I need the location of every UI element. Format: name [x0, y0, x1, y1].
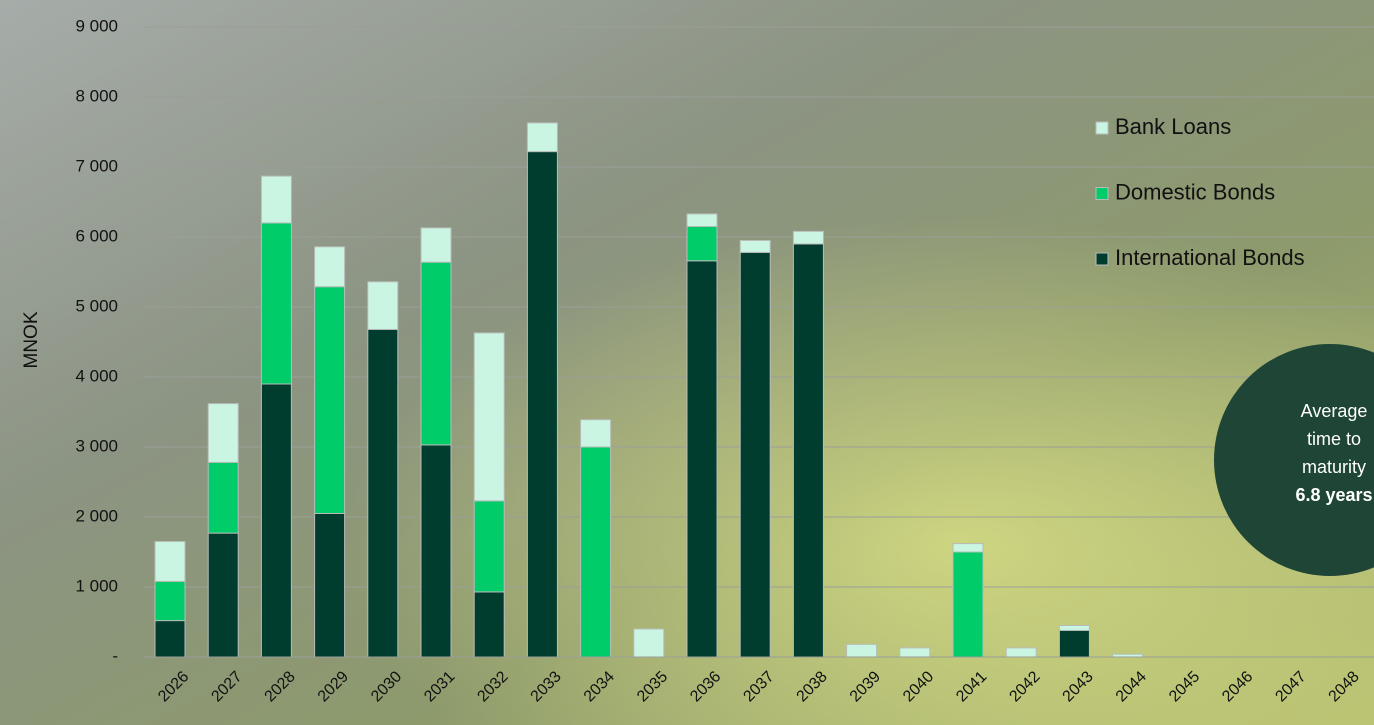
- y-tick-label: 1 000: [75, 576, 118, 595]
- bar-segment: [1058, 629, 1090, 658]
- bar-segment: [154, 541, 186, 582]
- legend-label: Bank Loans: [1115, 114, 1231, 139]
- y-tick-label: -: [112, 646, 118, 665]
- bar-segment: [1058, 625, 1090, 631]
- legend-swatch: [1095, 187, 1109, 200]
- bar-segment: [420, 261, 452, 446]
- y-tick-label: 7 000: [75, 156, 118, 175]
- annotation-line: Average: [1301, 401, 1368, 421]
- bar-segment: [792, 230, 824, 245]
- annotation-line: maturity: [1302, 457, 1366, 477]
- legend-label: Domestic Bonds: [1115, 179, 1275, 204]
- y-tick-label: 5 000: [75, 296, 118, 315]
- bar-segment: [473, 332, 505, 502]
- bar-segment: [952, 543, 984, 553]
- bar-segment: [580, 419, 612, 448]
- bar-segment: [154, 620, 186, 658]
- bar-segment: [952, 551, 984, 658]
- bar-segment: [739, 251, 771, 658]
- bar-segment: [526, 151, 558, 658]
- y-axis-label: MNOK: [21, 311, 42, 368]
- bar-segment: [580, 446, 612, 658]
- bar-segment: [207, 461, 239, 534]
- bar-segment: [739, 240, 771, 253]
- bar-segment: [1005, 647, 1037, 658]
- bar-segment: [207, 403, 239, 463]
- bar-segment: [420, 444, 452, 658]
- bar-segment: [314, 286, 346, 515]
- bar-segment: [526, 122, 558, 153]
- bar-segment: [846, 643, 878, 658]
- bar-segment: [420, 227, 452, 263]
- bar-segment: [314, 246, 346, 288]
- bar-segment: [899, 647, 931, 658]
- y-tick-label: 3 000: [75, 436, 118, 455]
- bar-segment: [473, 591, 505, 658]
- bar-segment: [260, 383, 292, 658]
- bar-segment: [154, 580, 186, 622]
- bar-segment: [260, 222, 292, 385]
- bar-segment: [367, 281, 399, 330]
- y-tick-label: 9 000: [75, 16, 118, 35]
- y-tick-label: 2 000: [75, 506, 118, 525]
- bar-segment: [473, 500, 505, 593]
- bar-segment: [686, 260, 718, 658]
- annotation-highlight: 6.8 years: [1295, 485, 1372, 505]
- bar-segment: [314, 513, 346, 658]
- bar-segment: [792, 243, 824, 658]
- y-tick-label: 4 000: [75, 366, 118, 385]
- bar-segment: [260, 175, 292, 224]
- y-tick-label: 8 000: [75, 86, 118, 105]
- annotation-line: time to: [1307, 429, 1361, 449]
- annotation-circle: [1214, 344, 1374, 576]
- legend-swatch: [1095, 121, 1109, 135]
- legend-label: International Bonds: [1115, 245, 1305, 270]
- legend-swatch: [1095, 252, 1109, 266]
- bar-segment: [633, 628, 665, 658]
- bar-segment: [686, 226, 718, 262]
- annotation: Average time to maturity 6.8 years: [1214, 344, 1374, 576]
- bar-segment: [207, 532, 239, 658]
- bar-segment: [686, 213, 718, 227]
- bar-segment: [367, 328, 399, 658]
- y-tick-label: 6 000: [75, 226, 118, 245]
